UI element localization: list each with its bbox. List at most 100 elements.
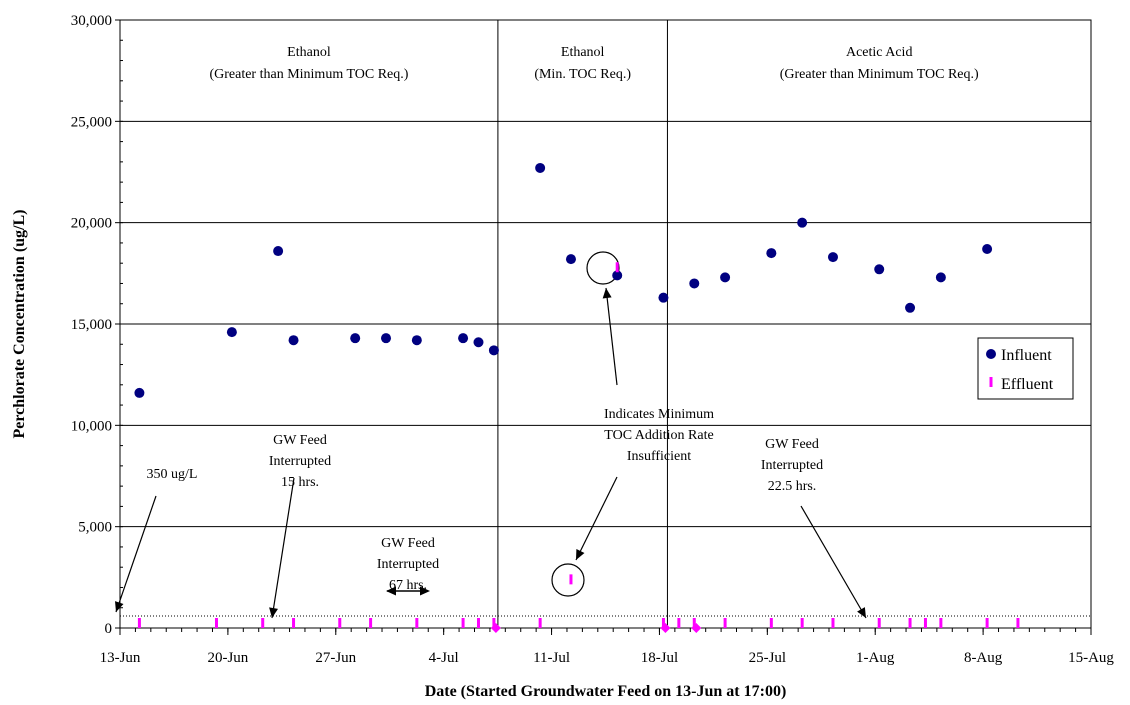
annotation-text: 350 ug/L bbox=[147, 467, 198, 482]
annotation-text: 15 hrs. bbox=[281, 475, 319, 490]
effluent-point bbox=[569, 574, 573, 585]
highlight-circle bbox=[551, 563, 585, 597]
annotation-text: 22.5 hrs. bbox=[768, 479, 817, 494]
influent-point bbox=[288, 335, 299, 346]
legend: Influent Effluent bbox=[977, 337, 1074, 400]
phase-labels: Ethanol (Greater than Minimum TOC Req.) Et… bbox=[209, 45, 979, 82]
annotation-arrow bbox=[605, 287, 618, 386]
influent-point bbox=[488, 345, 499, 356]
effluent-point bbox=[137, 618, 141, 628]
effluent-diamond bbox=[490, 623, 501, 633]
effluent-point bbox=[985, 618, 989, 628]
phase-label: Acetic Acid bbox=[846, 45, 912, 60]
effluent-point bbox=[723, 618, 727, 628]
y-tick-label: 25,000 bbox=[71, 114, 112, 130]
influent-point bbox=[134, 387, 145, 398]
influent-point bbox=[535, 162, 546, 173]
phase-detail: (Min. TOC Req.) bbox=[534, 67, 631, 82]
arrowhead bbox=[115, 601, 124, 612]
annotation-arrow bbox=[800, 505, 867, 619]
influent-point bbox=[797, 217, 808, 228]
influent-point bbox=[381, 333, 392, 344]
highlight-circle bbox=[586, 251, 620, 285]
effluent-point bbox=[538, 618, 542, 628]
y-tick-labels: 0 5,000 10,000 15,000 20,000 25,000 30,000 bbox=[71, 13, 123, 637]
influent-point bbox=[935, 272, 946, 283]
influent-point bbox=[720, 272, 731, 283]
x-tick-label: 8-Aug bbox=[964, 650, 1003, 666]
effluent-point bbox=[461, 618, 465, 628]
annotation-text: Insufficient bbox=[627, 449, 691, 464]
x-tick-label: 25-Jul bbox=[749, 650, 787, 666]
effluent-point bbox=[769, 618, 773, 628]
effluent-point bbox=[615, 262, 619, 273]
x-tick-label: 1-Aug bbox=[856, 650, 895, 666]
influent-point bbox=[350, 333, 361, 344]
influent-point bbox=[982, 244, 993, 255]
effluent-point bbox=[415, 618, 419, 628]
annotation-arrow bbox=[575, 476, 618, 561]
x-minor-ticks bbox=[119, 628, 1092, 632]
annotation-text: 67 hrs. bbox=[389, 578, 427, 593]
y-tick-label: 30,000 bbox=[71, 13, 112, 29]
influent-point bbox=[827, 252, 838, 263]
legend-box bbox=[977, 337, 1074, 400]
effluent-point bbox=[923, 618, 927, 628]
y-axis-title: Perchlorate Concentration (ug/L) bbox=[11, 210, 28, 439]
annotation-arrow bbox=[115, 495, 157, 613]
arrowhead bbox=[602, 288, 612, 299]
annotation-text: Interrupted bbox=[761, 458, 823, 473]
arrowhead bbox=[576, 549, 585, 560]
influent-point bbox=[473, 337, 484, 348]
x-tick-label: 15-Aug bbox=[1068, 650, 1114, 666]
x-tick-label: 20-Jun bbox=[207, 650, 248, 666]
annotation-text: TOC Addition Rate bbox=[604, 428, 713, 443]
annotation-text: GW Feed bbox=[273, 433, 327, 448]
influent-point bbox=[658, 292, 669, 303]
influent-point bbox=[766, 248, 777, 259]
x-tick-label: 4-Jul bbox=[429, 650, 459, 666]
effluent-point bbox=[908, 618, 912, 628]
phase-label: Ethanol bbox=[561, 45, 605, 60]
y-tick-label: 10,000 bbox=[71, 418, 112, 434]
annotation-text: Indicates Minimum bbox=[604, 407, 714, 422]
effluent-point bbox=[877, 618, 881, 628]
y-tick-label: 15,000 bbox=[71, 317, 112, 333]
phase-detail: (Greater than Minimum TOC Req.) bbox=[780, 67, 979, 82]
effluent-point bbox=[939, 618, 943, 628]
influent-point bbox=[565, 254, 576, 265]
x-tick-labels: 13-Jun 20-Jun 27-Jun 4-Jul 11-Jul 18-Jul 25-Ju… bbox=[100, 628, 1114, 666]
effluent-point bbox=[831, 618, 835, 628]
effluent-point bbox=[661, 618, 665, 628]
effluent-diamond bbox=[660, 623, 671, 633]
annotation-arrow bbox=[271, 477, 295, 619]
legend-effluent-label: Effluent bbox=[1001, 376, 1054, 393]
effluent-diamond bbox=[691, 623, 702, 633]
effluent-point bbox=[677, 618, 681, 628]
x-tick-label: 18-Jul bbox=[641, 650, 679, 666]
y-tick-label: 5,000 bbox=[78, 520, 112, 536]
arrowhead bbox=[420, 586, 430, 596]
phase-boundaries bbox=[497, 20, 668, 628]
effluent-point bbox=[692, 618, 696, 628]
y-tick-label: 0 bbox=[105, 621, 113, 637]
annotation-text: GW Feed bbox=[765, 437, 819, 452]
legend-influent-label: Influent bbox=[1001, 347, 1052, 364]
effluent-point bbox=[1016, 618, 1020, 628]
y-tick-label: 20,000 bbox=[71, 216, 112, 232]
gridlines bbox=[120, 19, 1091, 629]
arrowhead bbox=[386, 586, 396, 596]
influent-point bbox=[874, 264, 885, 275]
x-tick-label: 27-Jun bbox=[315, 650, 356, 666]
effluent-point bbox=[338, 618, 342, 628]
effluent-point bbox=[476, 618, 480, 628]
x-tick-label: 13-Jun bbox=[100, 650, 141, 666]
influent-point bbox=[905, 302, 916, 313]
legend-influent-marker bbox=[986, 349, 996, 359]
x-tick-label: 11-Jul bbox=[533, 650, 570, 666]
influent-point bbox=[226, 327, 237, 338]
effluent-point bbox=[214, 618, 218, 628]
effluent-point bbox=[492, 618, 496, 628]
annotations: 350 ug/L GW Feed Interrupted 15 hrs. GW Feed… bbox=[115, 251, 867, 619]
